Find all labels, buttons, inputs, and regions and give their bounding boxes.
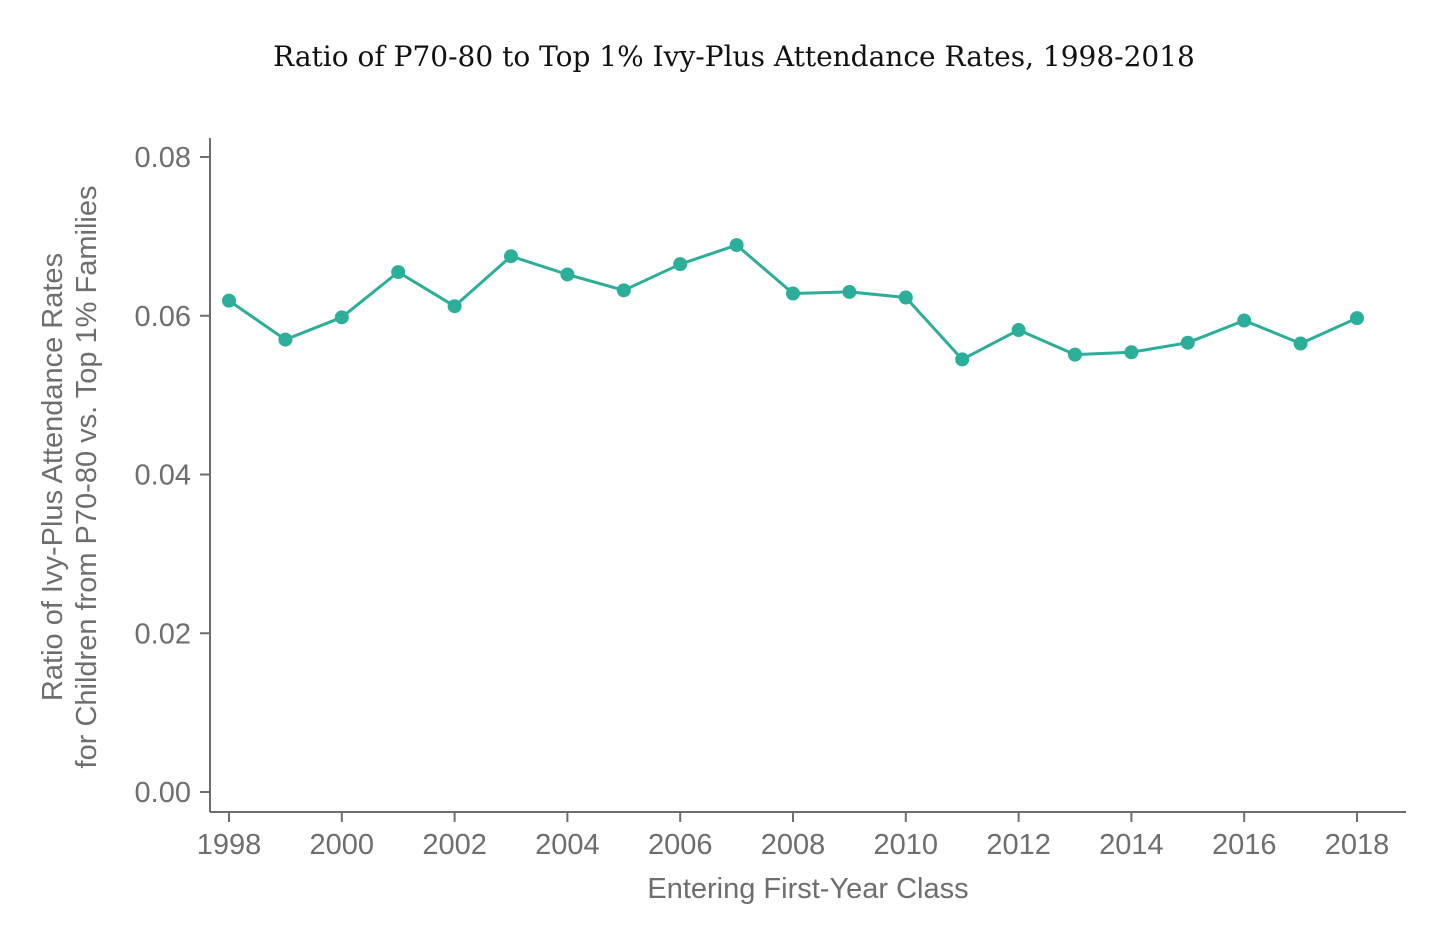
x-tick-label: 1998	[197, 829, 262, 861]
x-tick-label: 2004	[535, 829, 600, 861]
y-tick-label: 0.02	[135, 618, 191, 650]
data-point	[560, 267, 575, 282]
x-tick-label: 2014	[1099, 829, 1164, 861]
x-ticks: 1998 2000 2002 2004 2006 2008 2010 2012 2014 2016…	[197, 812, 1390, 861]
x-tick-label: 2018	[1325, 829, 1390, 861]
y-axis-title-line-1: Ratio of Ivy-Plus Attendance Rates	[37, 253, 69, 701]
x-axis-title: Entering First-Year Class	[647, 873, 968, 905]
data-point	[1011, 323, 1026, 338]
data-point	[616, 283, 631, 298]
chart-title: Ratio of P70-80 to Top 1% Ivy-Plus Atten…	[273, 40, 1195, 73]
data-point	[955, 352, 970, 367]
data-point	[222, 293, 236, 308]
y-tick-label: 0.04	[135, 460, 191, 492]
data-point	[1068, 347, 1082, 362]
data-point	[504, 249, 518, 264]
data-point	[1237, 313, 1252, 328]
y-tick-label: 0.00	[135, 777, 191, 809]
y-axis-title-line-2: for Children from P70-80 vs. Top 1% Fami…	[71, 186, 103, 769]
data-point	[786, 286, 800, 301]
data-point	[1180, 335, 1195, 350]
data-point	[1293, 336, 1308, 351]
data-point	[842, 284, 857, 299]
data-point	[447, 299, 462, 314]
x-tick-label: 2008	[761, 829, 826, 861]
data-point	[334, 310, 349, 325]
y-axis-title: Ratio of Ivy-Plus Attendance Rates for C…	[37, 186, 103, 769]
data-point	[278, 332, 293, 347]
x-tick-label: 2000	[310, 829, 375, 861]
x-tick-label: 2002	[422, 829, 487, 861]
data-point	[898, 290, 913, 305]
x-tick-label: 2010	[874, 829, 939, 861]
y-ticks: 0.00 0.02 0.04 0.06 0.08	[135, 142, 210, 809]
series-points	[222, 238, 1364, 367]
x-tick-label: 2006	[648, 829, 713, 861]
x-tick-label: 2016	[1212, 829, 1277, 861]
y-tick-label: 0.06	[135, 301, 191, 333]
data-point	[1350, 311, 1364, 326]
y-tick-label: 0.08	[135, 142, 191, 174]
data-point	[1124, 345, 1139, 360]
data-point	[391, 265, 406, 280]
x-tick-label: 2012	[986, 829, 1051, 861]
data-point	[673, 257, 688, 272]
data-point	[729, 238, 744, 253]
